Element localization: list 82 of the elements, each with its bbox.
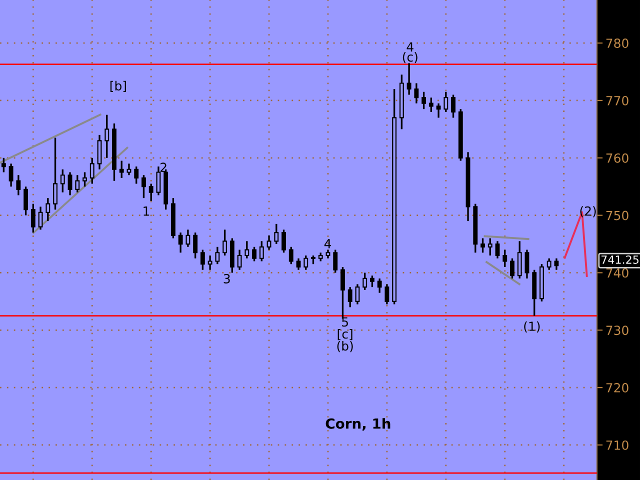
candlestick <box>60 168 65 194</box>
y-tick-label: 710 <box>606 440 628 450</box>
candlestick <box>82 171 87 188</box>
candlestick <box>502 248 508 268</box>
candlestick <box>222 228 228 256</box>
candlestick <box>75 174 80 194</box>
candlestick <box>384 283 390 306</box>
candlestick <box>451 94 456 119</box>
candlestick <box>97 134 102 170</box>
candlestick <box>186 228 190 248</box>
candlestick <box>510 258 514 280</box>
candlestick <box>142 174 146 199</box>
candlestick <box>370 274 374 288</box>
candlestick <box>266 234 272 251</box>
candlestick <box>377 278 382 294</box>
candlestick <box>46 197 50 222</box>
candlestick <box>200 248 205 271</box>
candlestick <box>104 114 110 159</box>
candlestick <box>274 223 279 245</box>
candlestick <box>16 174 21 196</box>
annotation: 4 <box>406 42 414 52</box>
candlestick <box>546 258 552 271</box>
candlestick <box>480 237 485 254</box>
candlestick <box>252 246 256 262</box>
annotation: (1) <box>524 321 540 332</box>
candlestick <box>554 258 559 271</box>
candlestick <box>436 102 441 119</box>
annotation: (c) <box>402 52 418 64</box>
candlestick <box>304 254 308 271</box>
candlestick <box>495 240 500 260</box>
candlestick <box>193 232 198 260</box>
candlestick <box>30 202 36 234</box>
candlestick <box>259 240 264 262</box>
candlestick <box>119 160 124 179</box>
candlestick <box>134 166 139 185</box>
candlestick <box>237 248 242 271</box>
candlestick <box>208 254 212 271</box>
candlestick <box>348 286 352 308</box>
annotation: 3 <box>224 274 230 284</box>
annotation: (b) <box>337 340 353 352</box>
annotation: 4 <box>324 239 332 248</box>
y-tick-label: 750 <box>606 210 628 220</box>
annotation: [c] <box>338 328 352 340</box>
candlestick <box>524 248 530 280</box>
annotation: 5 <box>342 317 348 327</box>
candlestick <box>355 283 360 306</box>
candlestick <box>1 157 6 174</box>
text: (2) <box>580 206 596 218</box>
candlestick <box>288 246 294 265</box>
candlestick <box>148 182 154 202</box>
candlestick <box>406 62 412 96</box>
candlestick <box>362 272 368 291</box>
candlestick <box>517 240 522 280</box>
candlestick <box>244 240 250 260</box>
candlestick <box>156 166 161 196</box>
annotation: 1 <box>144 206 150 216</box>
candlestick <box>53 136 58 210</box>
y-tick-label: 780 <box>606 38 628 48</box>
candlestick <box>428 96 434 113</box>
candlestick <box>282 228 286 254</box>
y-tick-label: 770 <box>606 96 628 106</box>
candlestick <box>215 246 220 265</box>
y-tick-label: 740 <box>606 268 628 278</box>
candlestick <box>333 248 338 274</box>
candlestick <box>90 157 94 185</box>
candlestick <box>8 162 14 188</box>
annotation: Corn, 1h <box>326 418 390 431</box>
y-tick-label: 760 <box>606 153 628 163</box>
candlestick <box>24 186 28 216</box>
candlestick <box>414 82 419 104</box>
candlestick <box>444 91 448 113</box>
candlestick <box>178 232 183 254</box>
candlestick <box>488 237 492 256</box>
candlestick <box>422 91 426 110</box>
y-tick-label: 730 <box>606 326 628 336</box>
candlestick <box>68 171 72 196</box>
candlestick <box>126 162 132 176</box>
y-tick-label: 720 <box>606 383 628 392</box>
annotation: [b] <box>110 80 126 92</box>
text: 741.25 <box>601 255 638 264</box>
candlestick <box>38 206 43 230</box>
candlestick <box>296 258 301 271</box>
